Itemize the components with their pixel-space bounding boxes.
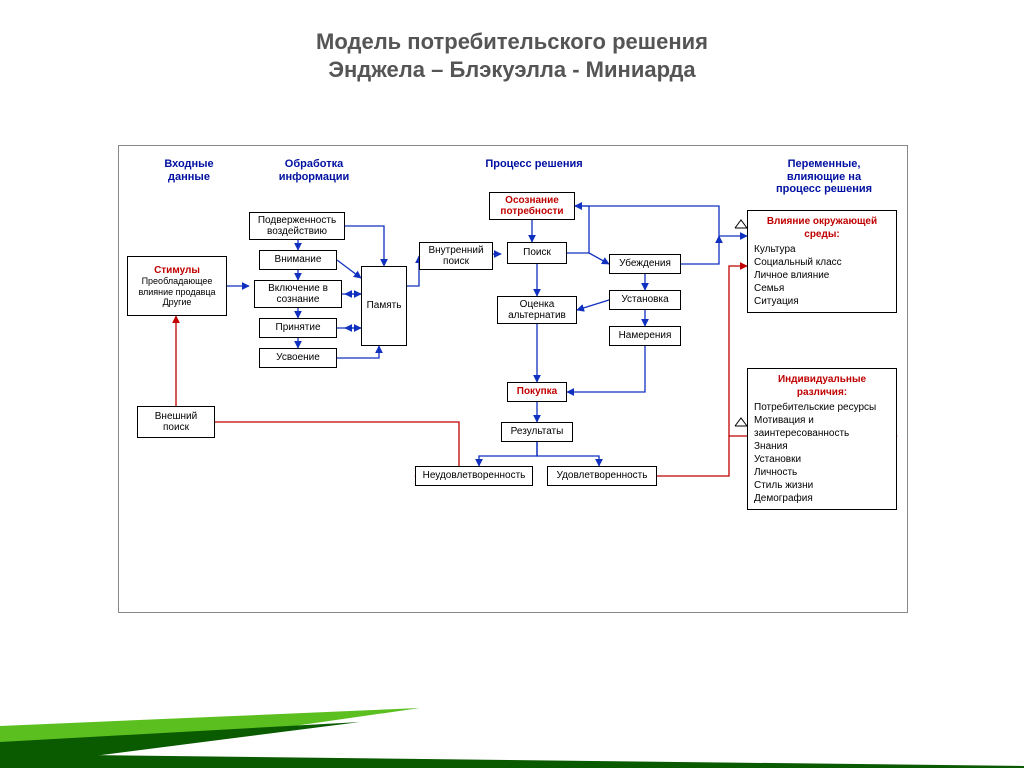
- node-acceptance: Принятие: [259, 318, 337, 338]
- ind-item: Демография: [754, 492, 890, 505]
- node-beliefs: Убеждения: [609, 254, 681, 274]
- node-exposure: Подверженностьвоздействию: [249, 212, 345, 240]
- ind-list: Потребительские ресурсы Мотивация и заин…: [754, 401, 890, 505]
- ind-item: Личность: [754, 466, 890, 479]
- ind-item: Потребительские ресурсы: [754, 401, 890, 414]
- env-item: Ситуация: [754, 295, 890, 308]
- node-stimuli: Стимулы Преобладающее влияние продавца Д…: [127, 256, 227, 316]
- env-item: Семья: [754, 282, 890, 295]
- env-item: Социальный класс: [754, 256, 890, 269]
- node-internal-search: Внутреннийпоиск: [419, 242, 493, 270]
- col-header-processing: Обработкаинформации: [269, 158, 359, 183]
- diagram-container: Входныеданные Обработкаинформации Процес…: [118, 145, 908, 613]
- node-dissatisfaction: Неудовлетворенность: [415, 466, 533, 486]
- env-title: Влияние окружающейсреды:: [754, 215, 890, 241]
- stimuli-title: Стимулы: [154, 265, 200, 277]
- ind-item: Знания: [754, 440, 890, 453]
- ind-item: Стиль жизни: [754, 479, 890, 492]
- env-list: Культура Социальный класс Личное влияние…: [754, 243, 890, 308]
- node-purchase: Покупка: [507, 382, 567, 402]
- col-header-decision: Процесс решения: [469, 158, 599, 171]
- accent-stripe: [0, 708, 1024, 768]
- node-search: Поиск: [507, 242, 567, 264]
- env-item: Культура: [754, 243, 890, 256]
- page-title: Модель потребительского решения Энджела …: [0, 0, 1024, 83]
- node-results: Результаты: [501, 422, 573, 442]
- node-attention: Внимание: [259, 250, 337, 270]
- node-memory: Память: [361, 266, 407, 346]
- ind-item: Установки: [754, 453, 890, 466]
- node-external-search: Внешнийпоиск: [137, 406, 215, 438]
- node-need-recognition: Осознаниепотребности: [489, 192, 575, 220]
- node-satisfaction: Удовлетворенность: [547, 466, 657, 486]
- title-line1: Модель потребительского решения: [316, 29, 708, 54]
- node-inclusion: Включение всознание: [254, 280, 342, 308]
- node-retention: Усвоение: [259, 348, 337, 368]
- col-header-variables: Переменные,влияющие напроцесс решения: [754, 158, 894, 196]
- env-item: Личное влияние: [754, 269, 890, 282]
- node-environment: Влияние окружающейсреды: Культура Социал…: [747, 210, 897, 313]
- node-intent: Намерения: [609, 326, 681, 346]
- ind-title: Индивидуальныеразличия:: [754, 373, 890, 399]
- stimuli-body: Преобладающее влияние продавца Другие: [130, 276, 224, 307]
- ind-item: Мотивация и заинтересованность: [754, 414, 890, 440]
- title-line2: Энджела – Блэкуэлла - Миниарда: [328, 57, 695, 82]
- col-header-input: Входныеданные: [149, 158, 229, 183]
- node-individual: Индивидуальныеразличия: Потребительские …: [747, 368, 897, 510]
- node-evaluation: Оценкаальтернатив: [497, 296, 577, 324]
- node-attitude: Установка: [609, 290, 681, 310]
